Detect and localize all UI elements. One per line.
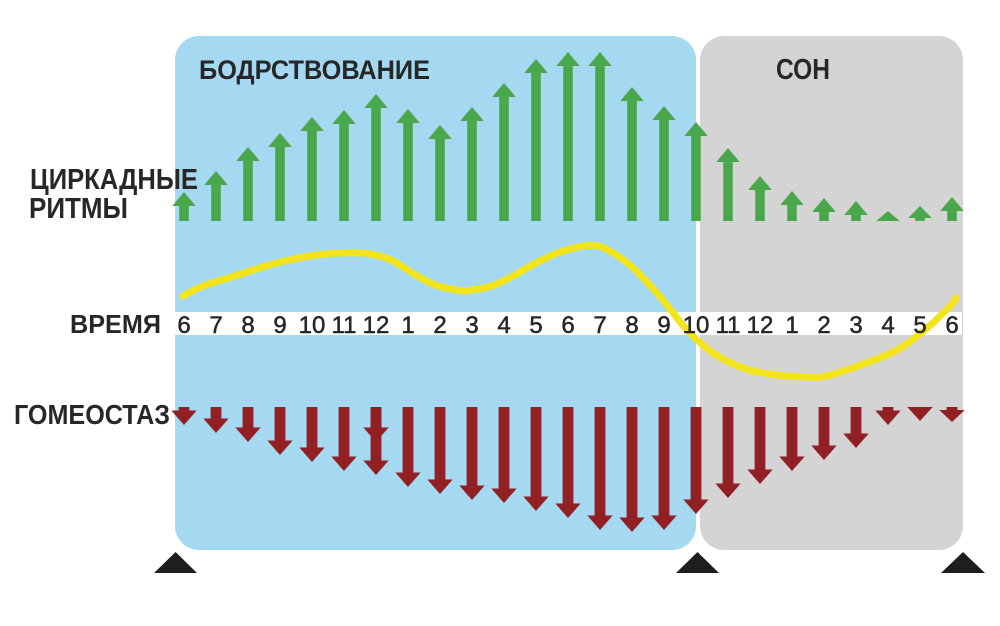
svg-text:3: 3 [465, 312, 478, 339]
svg-text:6: 6 [945, 312, 958, 339]
svg-text:БОДРСТВОВАНИЕ: БОДРСТВОВАНИЕ [199, 55, 430, 85]
svg-text:12: 12 [363, 312, 390, 339]
svg-text:9: 9 [273, 312, 286, 339]
svg-text:7: 7 [209, 312, 222, 339]
svg-text:СОН: СОН [776, 54, 830, 86]
svg-text:1: 1 [401, 312, 414, 339]
svg-text:2: 2 [817, 312, 830, 339]
svg-text:1: 1 [785, 312, 798, 339]
svg-text:8: 8 [625, 312, 638, 339]
svg-text:12: 12 [747, 312, 774, 339]
svg-text:11: 11 [332, 312, 357, 339]
svg-text:5: 5 [529, 312, 542, 339]
svg-text:4: 4 [881, 312, 894, 339]
svg-text:6: 6 [561, 312, 574, 339]
svg-text:11: 11 [716, 312, 741, 339]
svg-text:9: 9 [657, 312, 670, 339]
svg-text:6: 6 [177, 312, 190, 339]
svg-text:РИТМЫ: РИТМЫ [29, 193, 128, 225]
svg-text:3: 3 [849, 312, 862, 339]
svg-text:ГОМЕОСТАЗ: ГОМЕОСТАЗ [14, 399, 170, 430]
svg-text:10: 10 [299, 312, 326, 339]
svg-text:4: 4 [497, 312, 510, 339]
svg-text:7: 7 [593, 312, 606, 339]
svg-text:5: 5 [913, 312, 926, 339]
svg-text:ВРЕМЯ: ВРЕМЯ [70, 309, 161, 339]
svg-text:8: 8 [241, 312, 254, 339]
svg-text:10: 10 [683, 312, 710, 339]
svg-text:ЦИРКАДНЫЕ: ЦИРКАДНЫЕ [30, 164, 198, 196]
svg-text:2: 2 [433, 312, 446, 339]
